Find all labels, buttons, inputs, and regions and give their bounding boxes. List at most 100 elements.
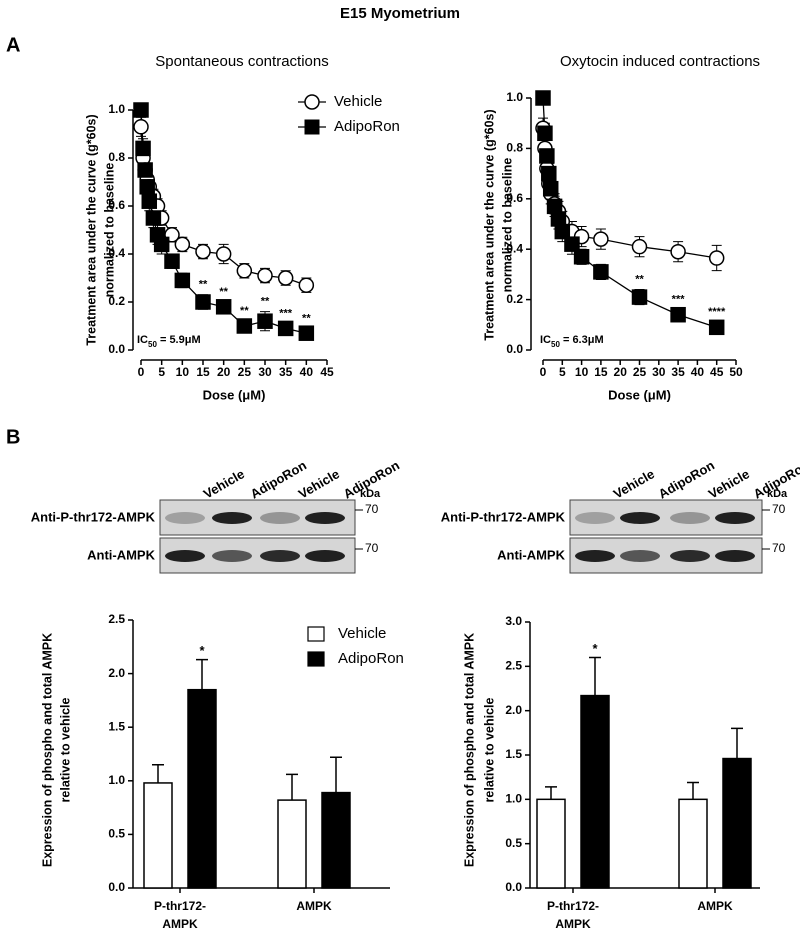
x-tick-label: 20 — [614, 365, 628, 379]
y-tick-label: 0.2 — [506, 292, 523, 306]
lane-label: AdipoRon — [656, 458, 717, 502]
point — [195, 294, 211, 310]
y-tick-label: 0.5 — [505, 836, 522, 850]
blot-band — [260, 550, 300, 562]
y-tick-label: 2.0 — [108, 666, 125, 680]
significance: ** — [635, 273, 644, 285]
point — [135, 140, 151, 157]
x-tick-label: P-thr172- — [154, 899, 206, 913]
x-tick-label: 20 — [217, 365, 231, 379]
x-tick-label: AMPK — [697, 899, 733, 913]
bar — [321, 791, 351, 889]
y-axis-label: Expression of phospho and total AMPK — [40, 633, 54, 867]
point — [298, 325, 315, 341]
point — [554, 223, 571, 240]
error-bar — [196, 658, 208, 690]
x-tick-label: 5 — [158, 365, 165, 379]
point — [535, 90, 551, 106]
y-axis-label: normalized to baseline — [102, 163, 116, 298]
legend-swatch — [307, 651, 325, 667]
ic50-annotation: IC50 = 5.9μM — [137, 334, 201, 349]
point — [236, 263, 253, 279]
blot-band — [670, 550, 710, 562]
blot-band — [715, 550, 755, 562]
y-tick-label: 0.6 — [506, 191, 523, 205]
x-tick-label: 45 — [710, 365, 724, 379]
x-tick-label: 45 — [320, 365, 334, 379]
x-tick-label: 40 — [691, 365, 705, 379]
y-tick-label: 0.4 — [506, 241, 523, 255]
point — [541, 165, 557, 182]
point — [670, 243, 686, 260]
x-tick-label: 25 — [633, 365, 647, 379]
row-label: Anti-P-thr172-AMPK — [441, 509, 566, 524]
x-tick-label: 0 — [138, 365, 145, 379]
point — [631, 289, 648, 305]
panel-label: B — [6, 426, 20, 448]
legend-label: Vehicle — [334, 93, 382, 110]
y-tick-label: 1.0 — [108, 102, 125, 116]
significance: * — [592, 641, 598, 656]
legend-label: Vehicle — [338, 625, 386, 642]
x-tick-label: 50 — [729, 365, 743, 379]
y-tick-label: 0.4 — [108, 246, 125, 260]
x-tick-label: AMPK — [296, 899, 332, 913]
point — [153, 236, 170, 253]
y-axis-label: Expression of phospho and total AMPK — [462, 633, 476, 867]
legend-swatch — [304, 119, 320, 135]
point — [708, 319, 725, 336]
legend-swatch — [304, 94, 320, 110]
row-label: Anti-AMPK — [87, 547, 155, 562]
panel-label: A — [6, 34, 20, 56]
y-tick-label: 1.5 — [108, 719, 125, 733]
point — [631, 238, 648, 255]
marker-label: 70 — [772, 502, 786, 516]
x-tick-label: 0 — [540, 365, 547, 379]
x-tick-label: AMPK — [555, 917, 591, 931]
ic50-text: = 5.9μM — [157, 334, 201, 346]
series-line — [542, 97, 717, 328]
marker-label: 70 — [365, 502, 379, 516]
chart-title: Spontaneous contractions — [155, 53, 328, 70]
significance: **** — [708, 306, 726, 318]
legend-label: AdipoRon — [338, 650, 404, 667]
blot-band — [670, 512, 710, 524]
y-tick-label: 1.5 — [505, 747, 522, 761]
bar — [143, 782, 173, 889]
y-axis-label: relative to vehicle — [58, 697, 72, 802]
point — [708, 250, 725, 266]
x-axis-label: Dose (μM) — [608, 387, 671, 402]
error-bar — [152, 763, 164, 783]
x-tick-label: 40 — [300, 365, 314, 379]
blot-band — [620, 512, 660, 524]
y-tick-label: 2.5 — [505, 659, 522, 673]
significance: ** — [261, 296, 270, 308]
point — [137, 162, 153, 178]
y-axis-label: Treatment area under the curve (g*60s) — [84, 114, 98, 345]
marker-label: 70 — [772, 541, 786, 555]
legend-swatch — [307, 626, 325, 642]
x-tick-label: 30 — [258, 365, 272, 379]
unit-label: kDa — [360, 488, 381, 500]
bar — [678, 798, 708, 889]
x-tick-label: AMPK — [162, 917, 198, 931]
row-label: Anti-AMPK — [497, 547, 565, 562]
point — [670, 306, 686, 323]
point — [164, 253, 180, 269]
y-tick-label: 0.8 — [506, 141, 523, 155]
bar — [722, 757, 752, 889]
point — [236, 318, 253, 334]
lane-label: Vehicle — [611, 466, 657, 501]
blot-band — [715, 512, 755, 524]
ic50-sub: 50 — [148, 340, 157, 349]
x-tick-label: 25 — [238, 365, 252, 379]
x-tick-label: 35 — [279, 365, 293, 379]
y-tick-label: 0.0 — [506, 342, 523, 356]
bar — [536, 798, 566, 889]
blot-band — [575, 550, 615, 562]
unit-label: kDa — [767, 488, 788, 500]
blot-band — [620, 550, 660, 562]
x-axis-label: Dose (μM) — [203, 387, 266, 402]
